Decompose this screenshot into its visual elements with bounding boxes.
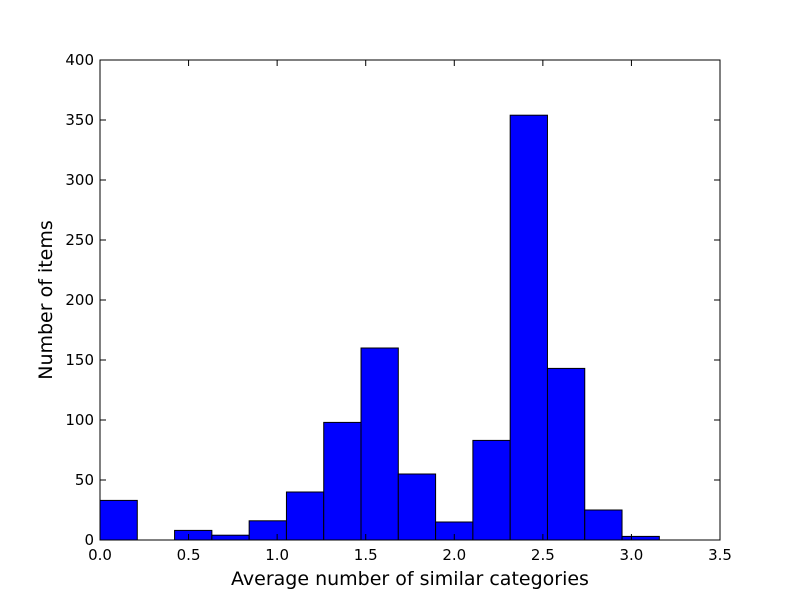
histogram-bar: [397, 473, 437, 541]
histogram-bar: [323, 421, 362, 541]
x-axis-label: Average number of similar categories: [231, 568, 589, 590]
histogram-bar: [285, 491, 325, 541]
y-tick-label: 150: [65, 351, 94, 369]
histogram-bar: [509, 114, 548, 541]
y-tick-label: 100: [65, 411, 94, 429]
x-tick-label: 3.0: [619, 546, 643, 564]
y-tick-label: 200: [65, 291, 94, 309]
histogram-bar: [360, 347, 399, 541]
x-tick-label: 0.5: [177, 546, 201, 564]
histogram-bar: [472, 439, 511, 541]
ticks-layer: 0.0 0.5 1.0 1.5 2.0 2.5 3.0 3.5 0 50 100 150 200 250 3…: [65, 51, 732, 564]
histogram-bar: [546, 367, 586, 541]
x-tick-label: 1.5: [354, 546, 378, 564]
y-tick-label: 400: [65, 51, 94, 69]
plot-background: [100, 60, 720, 540]
y-tick-label: 50: [75, 471, 94, 489]
histogram-bar: [211, 534, 250, 541]
bars-layer: [99, 114, 660, 541]
y-tick-label: 0: [84, 531, 94, 549]
x-tick-label: 1.0: [265, 546, 289, 564]
histogram-bar: [99, 499, 138, 541]
y-tick-label: 350: [65, 111, 94, 129]
x-tick-label: 0.0: [88, 546, 112, 564]
x-tick-label: 2.0: [442, 546, 466, 564]
histogram-bar: [248, 520, 287, 541]
histogram-bar: [584, 509, 623, 541]
y-tick-label: 300: [65, 171, 94, 189]
x-tick-label: 3.5: [708, 546, 732, 564]
y-axis-label: Number of items: [35, 220, 57, 380]
histogram-bar: [621, 535, 660, 541]
plot-frame: [99, 59, 721, 541]
y-tick-label: 250: [65, 231, 94, 249]
x-tick-label: 2.5: [531, 546, 555, 564]
histogram-bar: [174, 529, 213, 541]
